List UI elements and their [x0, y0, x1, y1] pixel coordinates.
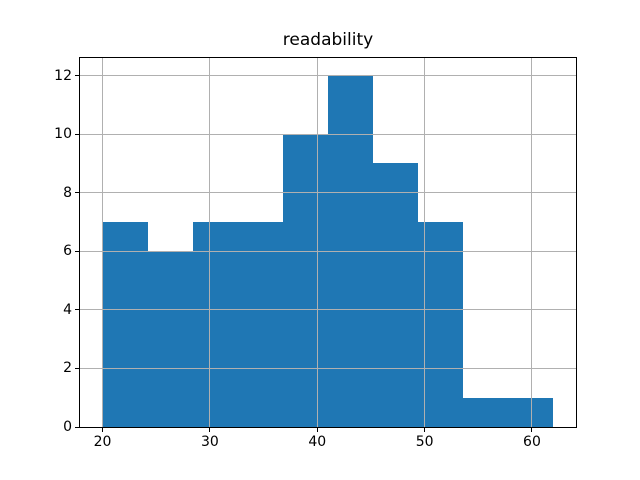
y-tick-label: 12 — [54, 67, 72, 84]
y-tick-mark — [75, 309, 79, 311]
histogram-bar — [237, 222, 283, 427]
x-gridline — [424, 58, 426, 427]
x-tick-label: 30 — [200, 434, 219, 450]
histogram-bar — [463, 397, 509, 427]
y-tick-mark — [75, 75, 79, 77]
histogram-bar — [282, 134, 328, 427]
y-gridline — [80, 192, 576, 194]
x-tick-label: 40 — [308, 434, 327, 450]
x-tick-label: 50 — [415, 434, 434, 450]
y-gridline — [80, 250, 576, 252]
y-tick-label: 0 — [63, 419, 72, 435]
histogram-bar — [508, 397, 554, 427]
histogram-bar — [373, 163, 419, 427]
y-gridline — [80, 133, 576, 135]
y-tick-label: 10 — [54, 126, 72, 143]
x-tick-mark — [424, 428, 426, 432]
y-tick-mark — [75, 250, 79, 252]
histogram-bar — [418, 222, 464, 427]
y-tick-label: 6 — [63, 243, 72, 260]
y-tick-mark — [75, 367, 79, 369]
x-tick-label: 20 — [93, 434, 112, 450]
histogram-bar — [102, 222, 148, 427]
histogram-bar — [192, 222, 238, 427]
histogram-bar — [147, 251, 193, 427]
y-tick-label: 8 — [63, 184, 72, 201]
y-tick-label: 2 — [63, 360, 72, 377]
y-tick-label: 4 — [63, 301, 72, 318]
x-tick-mark — [209, 428, 211, 432]
x-gridline — [102, 58, 104, 427]
y-tick-mark — [75, 133, 79, 135]
y-gridline — [80, 367, 576, 369]
x-tick-mark — [316, 428, 318, 432]
y-tick-mark — [75, 426, 79, 428]
y-tick-mark — [75, 192, 79, 194]
plot-area — [79, 57, 577, 428]
x-tick-mark — [102, 428, 104, 432]
x-gridline — [209, 58, 211, 427]
y-gridline — [80, 309, 576, 311]
x-gridline — [531, 58, 533, 427]
x-tick-label: 60 — [523, 434, 541, 450]
x-tick-mark — [531, 428, 533, 432]
y-gridline — [80, 75, 576, 77]
x-gridline — [316, 58, 318, 427]
chart-title: readability — [282, 30, 374, 50]
